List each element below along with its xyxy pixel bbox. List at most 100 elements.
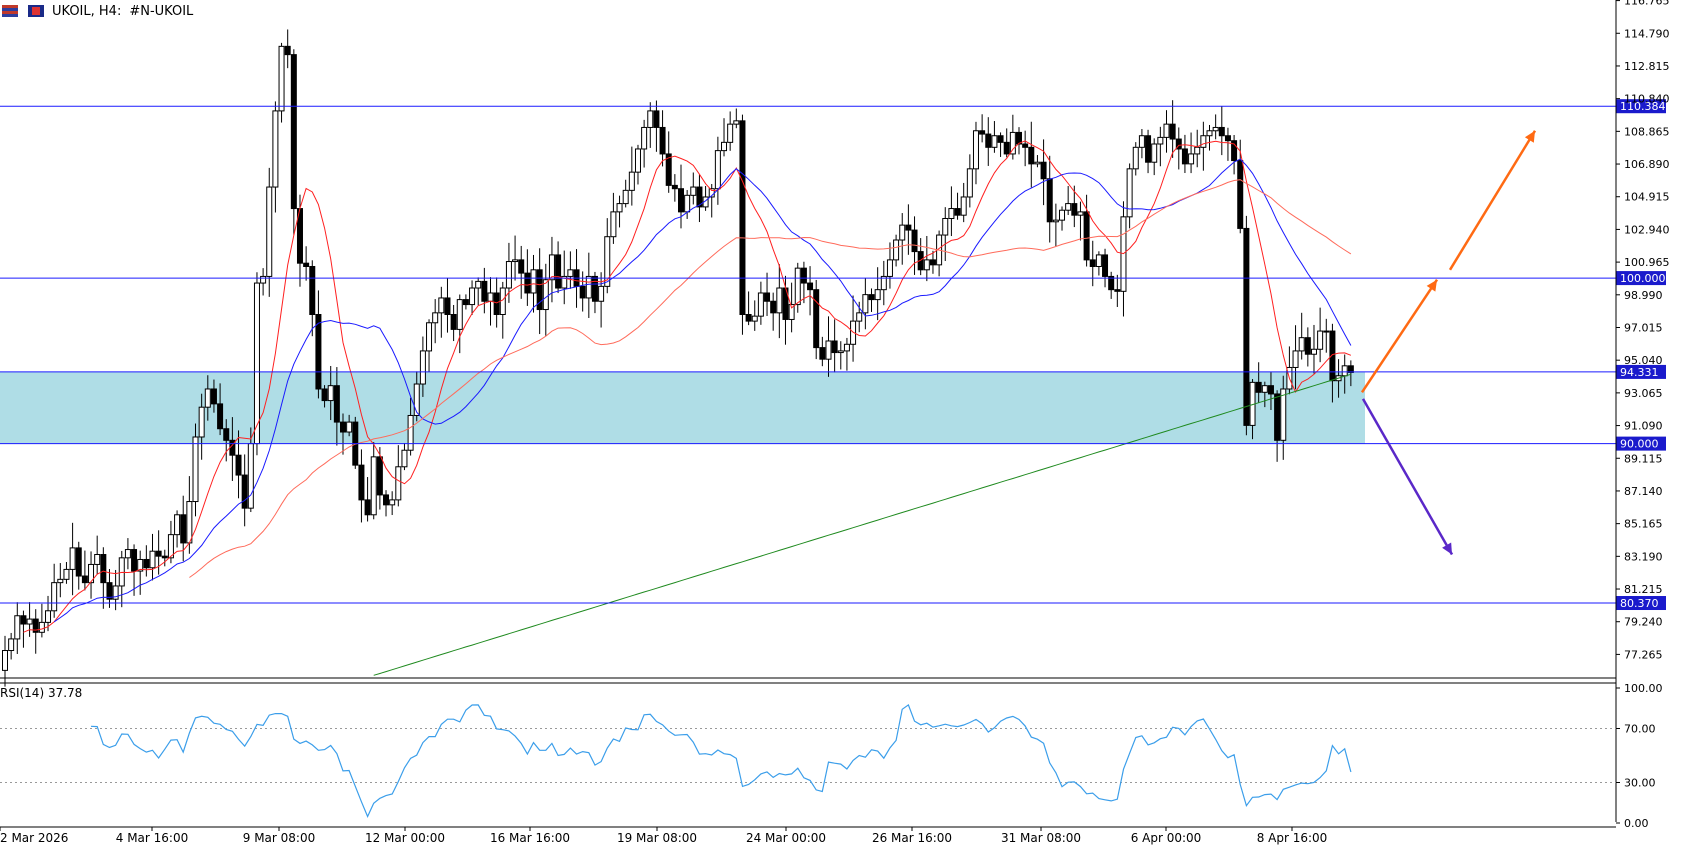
candle-bearish: [591, 275, 598, 302]
candle-bullish: [1188, 153, 1195, 165]
candle-bullish: [266, 186, 273, 277]
price-tick-label: 79.240: [1624, 616, 1663, 629]
candle-bullish: [45, 610, 52, 623]
price-tick-label: 114.790: [1624, 27, 1670, 40]
time-tick-label: 6 Apr 00:00: [1131, 831, 1202, 845]
symbol-flag-icon[interactable]: [28, 5, 44, 17]
level-price-box: [1616, 271, 1666, 286]
candle-bullish: [389, 499, 396, 506]
candle-bullish: [426, 322, 433, 352]
candle-bearish: [985, 133, 992, 148]
candle-bullish: [585, 275, 592, 299]
candle-bullish: [1200, 135, 1207, 148]
candle-bearish: [241, 474, 248, 509]
candle-bullish: [1034, 161, 1041, 165]
price-tick-label: 102.940: [1624, 223, 1670, 236]
candle-bearish: [161, 555, 168, 559]
candle-bullish: [721, 141, 728, 152]
candle-bullish: [548, 254, 555, 281]
candle-bullish: [253, 282, 260, 445]
time-tick-label: 19 Mar 08:00: [617, 831, 697, 845]
candle-bullish: [1298, 337, 1305, 352]
candle-bullish: [395, 466, 402, 501]
candle-bearish: [20, 615, 27, 625]
candle-bearish: [1218, 126, 1225, 137]
candle-bearish: [1145, 135, 1152, 163]
candle-bullish: [438, 297, 445, 314]
candle-bearish: [1083, 211, 1090, 261]
candle-bearish: [81, 575, 88, 584]
candle-bullish: [727, 123, 734, 143]
time-tick-label: 8 Apr 16:00: [1257, 831, 1328, 845]
candle-bullish: [634, 148, 641, 173]
candle-bullish: [794, 267, 801, 306]
candle-bullish: [327, 385, 334, 402]
candle-bullish: [757, 292, 764, 317]
candle-bullish: [1323, 330, 1330, 333]
candle-bullish: [874, 289, 881, 301]
candle-bullish: [1317, 330, 1324, 350]
candle-bullish: [837, 350, 844, 354]
time-tick-label: 4 Mar 16:00: [116, 831, 189, 845]
candle-bearish: [1071, 203, 1078, 216]
candle-bullish: [118, 557, 125, 587]
candle-bullish: [1009, 131, 1016, 155]
time-tick-label: 2 Mar 2026: [0, 831, 68, 845]
candle-bearish: [739, 120, 746, 315]
candle-bearish: [813, 289, 820, 349]
candle-bearish: [284, 45, 291, 56]
candle-bullish: [112, 585, 119, 600]
price-tick-label: 116.765: [1624, 0, 1670, 8]
candle-bearish: [555, 254, 562, 289]
candle-bearish: [868, 294, 875, 301]
candle-bullish: [149, 550, 156, 569]
rsi-tick-label: 100.00: [1624, 682, 1663, 695]
candle-bullish: [1126, 168, 1133, 218]
candle-bullish: [192, 436, 199, 503]
candle-bearish: [1040, 161, 1047, 180]
candle-bearish: [100, 554, 107, 584]
bearish-arrow: [1361, 398, 1454, 556]
price-tick-label: 83.190: [1624, 550, 1663, 563]
bearish-arrow-head: [1442, 542, 1452, 555]
candle-bullish: [346, 421, 353, 433]
candle-bearish: [678, 188, 684, 213]
candle-bullish: [942, 217, 949, 236]
candle-bullish: [1132, 146, 1139, 170]
candle-bearish: [364, 499, 371, 516]
candle-bullish: [469, 287, 476, 306]
bullish-arrow-1: [1360, 279, 1439, 393]
candle-bearish: [1255, 381, 1262, 393]
candle-bullish: [893, 239, 900, 261]
candle-bearish: [481, 280, 488, 302]
candle-bullish: [1310, 348, 1317, 355]
candle-bullish: [733, 120, 740, 125]
candle-bullish: [948, 208, 955, 219]
candle-bearish: [462, 299, 469, 306]
candle-bullish: [604, 236, 611, 287]
time-tick-label: 16 Mar 16:00: [490, 831, 570, 845]
candle-bullish: [186, 501, 193, 544]
candle-bullish: [432, 312, 439, 324]
candle-bearish: [1102, 254, 1109, 277]
candle-bullish: [1151, 143, 1158, 163]
candle-bearish: [518, 259, 525, 274]
candle-bearish: [1028, 146, 1035, 165]
ma-mid-line: [53, 158, 1352, 623]
level-price-label: 90.000: [1620, 438, 1659, 451]
time-tick-label: 26 Mar 16:00: [872, 831, 952, 845]
candle-bearish: [309, 265, 316, 315]
candle-bullish: [14, 615, 21, 640]
candle-bullish: [1341, 365, 1348, 377]
candle-bullish: [567, 269, 574, 277]
candle-bullish: [966, 168, 973, 198]
chart-type-icon[interactable]: [2, 5, 18, 17]
candle-bullish: [1163, 123, 1170, 138]
candle-bearish: [579, 285, 586, 299]
level-price-label: 80.370: [1620, 597, 1659, 610]
candle-bullish: [972, 130, 979, 170]
candle-bearish: [905, 224, 912, 231]
candle-bullish: [856, 312, 863, 322]
candle-bearish: [1304, 337, 1311, 355]
